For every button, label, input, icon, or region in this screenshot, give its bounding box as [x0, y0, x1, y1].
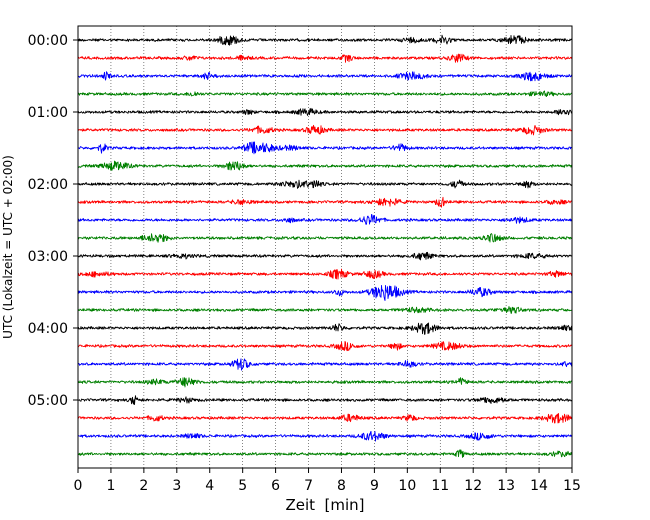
x-tick-label: 7: [304, 478, 313, 494]
plot-area: [78, 26, 572, 468]
trace-0145: [77, 160, 573, 171]
x-tick-label: 13: [497, 478, 515, 494]
x-tick-label: 14: [530, 478, 548, 494]
x-tick-label: 2: [139, 478, 148, 494]
trace-0315: [77, 268, 573, 280]
x-tick-label: 6: [271, 478, 280, 494]
trace-0230: [77, 213, 573, 225]
trace-0030: [77, 71, 573, 82]
trace-0415: [77, 340, 573, 352]
x-tick-label: 3: [172, 478, 181, 494]
plot-frame: [77, 25, 573, 469]
trace-0515: [77, 413, 572, 424]
trace-0330: [77, 284, 573, 301]
trace-0130: [77, 141, 573, 155]
trace-0100: [77, 107, 573, 116]
x-axis-ticks: 0 1 2 3 4 5 6 7 8 9 10 11 12 13 14 15: [74, 468, 581, 494]
x-tick-label: 5: [238, 478, 247, 494]
trace-0115: [77, 124, 573, 136]
trace-0500: [77, 395, 573, 405]
trace-0300: [77, 251, 573, 261]
x-tick-label: 15: [563, 478, 581, 494]
y-tick-label: 02:00: [28, 177, 68, 193]
x-tick-label: 12: [464, 478, 482, 494]
y-tick-label: 01:00: [28, 105, 68, 121]
x-tick-label: 10: [398, 478, 416, 494]
trace-0200: [77, 179, 573, 189]
x-tick-label: 1: [106, 478, 115, 494]
seismic-traces: [77, 34, 573, 458]
trace-0530: [77, 430, 573, 442]
y-tick-label: 04:00: [28, 321, 68, 337]
y-tick-label: 05:00: [28, 393, 68, 409]
y-tick-label: 03:00: [28, 249, 68, 265]
x-tick-label: 0: [74, 478, 83, 494]
y-tick-label: 00:00: [28, 33, 68, 49]
x-tick-label: 8: [337, 478, 346, 494]
trace-0245: [77, 233, 573, 243]
x-tick-label: 9: [370, 478, 379, 494]
x-tick-label: 4: [205, 478, 214, 494]
trace-0000: [77, 34, 573, 46]
trace-0430: [77, 358, 573, 371]
y-axis-ticks: 00:00 01:00 02:00 03:00 04:00 05:00: [28, 33, 78, 409]
trace-0400: [77, 322, 573, 335]
trace-0015: [77, 53, 573, 63]
trace-0545: [77, 449, 573, 458]
trace-0045: [77, 90, 573, 98]
trace-0345: [77, 306, 573, 314]
trace-0215: [77, 196, 573, 208]
trace-0445: [77, 377, 573, 388]
x-tick-label: 11: [431, 478, 449, 494]
x-axis-label: Zeit [min]: [285, 496, 364, 514]
y-axis-label: UTC (Lokalzeit = UTC + 02:00): [1, 155, 15, 339]
